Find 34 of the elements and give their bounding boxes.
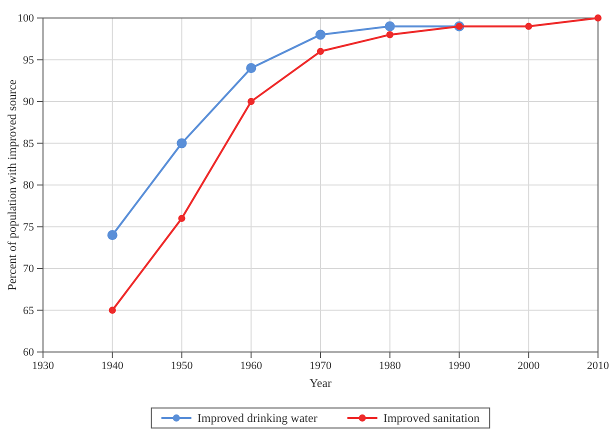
y-tick-label: 90	[23, 96, 34, 108]
x-tick-label: 1980	[378, 360, 402, 372]
y-tick-label: 65	[23, 304, 34, 317]
x-tick-label: 1990	[448, 360, 471, 372]
point	[316, 48, 324, 55]
y-tick-label: 95	[23, 54, 34, 66]
y-tick-label: 100	[18, 12, 34, 25]
point	[384, 21, 395, 32]
point	[315, 30, 326, 40]
point	[525, 22, 532, 30]
y-tick-label: 80	[23, 180, 34, 192]
legend-label: Improved sanitation	[383, 411, 480, 426]
y-tick-label: 70	[23, 263, 34, 276]
x-tick-label: 1950	[170, 360, 194, 372]
point	[246, 63, 256, 74]
point	[386, 31, 394, 38]
point	[107, 230, 118, 240]
y-tick-label: 75	[23, 221, 34, 234]
point	[248, 98, 255, 106]
x-axis-title: Year	[309, 376, 332, 390]
x-tick-label: 1930	[32, 360, 54, 372]
point	[176, 138, 187, 148]
point	[594, 14, 602, 22]
point	[108, 306, 116, 314]
x-tick-label: 1940	[101, 360, 124, 372]
y-axis-title: Percent of population with improved source	[5, 80, 19, 290]
x-tick-label: 1960	[240, 360, 263, 372]
point	[178, 214, 186, 222]
y-tick-label: 60	[23, 346, 34, 359]
x-tick-label: 2010	[587, 360, 610, 372]
legend-label: Improved drinking water	[197, 411, 318, 426]
x-tick-label: 2000	[518, 360, 540, 372]
x-tick-label: 1970	[310, 360, 332, 372]
y-tick-label: 85	[23, 138, 34, 150]
